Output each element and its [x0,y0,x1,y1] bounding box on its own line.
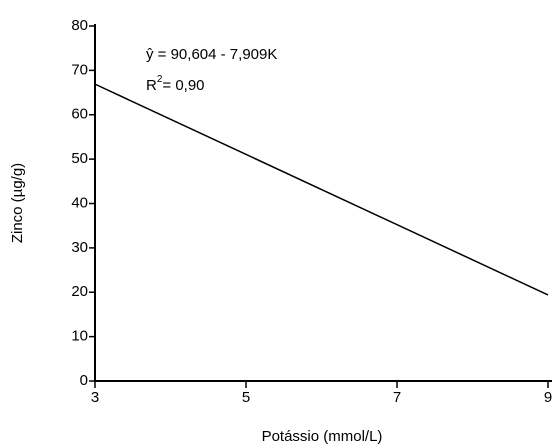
equation: ŷ = 90,604 - 7,909K [146,46,277,63]
x-axis-label: Potássio (mmol/L) [262,428,383,445]
y-tick-label: 20 [71,283,88,300]
y-axis-label: Zinco (µg/g) [9,163,26,243]
y-tick-label: 80 [71,17,88,34]
y-tick-label: 50 [71,150,88,167]
x-tick-label: 7 [393,389,401,406]
y-tick-label: 30 [71,239,88,256]
y-tick-label: 0 [80,372,88,389]
r2-sup: 2 [157,74,163,85]
r2-base: R [146,77,157,94]
x-tick-label: 9 [544,389,552,406]
r2-rest: = 0,90 [162,77,204,94]
y-tick-label: 60 [71,106,88,123]
x-tick-label: 3 [91,389,99,406]
y-tick-label: 40 [71,194,88,211]
y-tick-label: 10 [71,328,88,345]
regression-line [94,83,549,296]
x-tick-label: 5 [242,389,250,406]
r-squared: R2= 0,90 [146,74,205,94]
y-tick-label: 70 [71,61,88,78]
